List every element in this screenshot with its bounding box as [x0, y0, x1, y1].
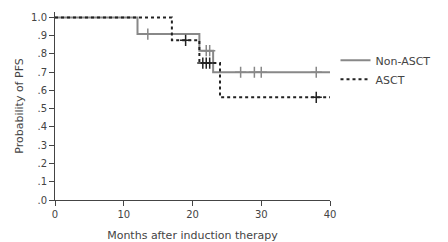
- svg-text:ASCT: ASCT: [376, 74, 405, 87]
- svg-text:Non-ASCT: Non-ASCT: [376, 55, 431, 68]
- svg-text:0: 0: [52, 209, 58, 220]
- svg-text:20: 20: [186, 209, 199, 220]
- svg-text:.5: .5: [37, 103, 47, 114]
- svg-text:.9: .9: [37, 30, 47, 41]
- svg-text:40: 40: [324, 209, 337, 220]
- svg-text:Probability of PFS: Probability of PFS: [13, 58, 26, 154]
- svg-text:.2: .2: [37, 158, 47, 169]
- svg-text:.4: .4: [37, 121, 47, 132]
- svg-text:.0: .0: [37, 195, 47, 206]
- svg-text:30: 30: [255, 209, 268, 220]
- svg-text:.6: .6: [37, 85, 47, 96]
- svg-text:.8: .8: [37, 48, 47, 59]
- svg-text:.3: .3: [37, 140, 47, 151]
- svg-text:.7: .7: [37, 67, 47, 78]
- svg-text:10: 10: [117, 209, 130, 220]
- svg-text:1.0: 1.0: [31, 12, 47, 23]
- svg-text:.1: .1: [37, 176, 47, 187]
- svg-text:Months after induction therapy: Months after induction therapy: [107, 229, 278, 242]
